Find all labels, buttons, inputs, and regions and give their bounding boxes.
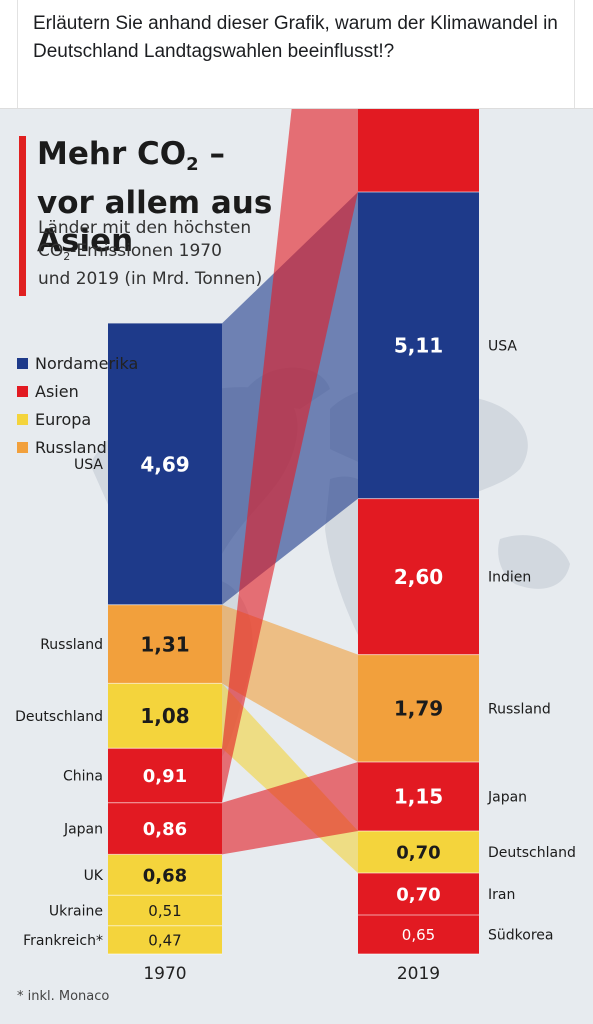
country-label: Ukraine xyxy=(49,904,103,920)
chart-title: Mehr CO2 – vor allem aus Asien xyxy=(37,136,273,259)
bar-segment xyxy=(358,762,479,831)
legend: Nordamerika Asien Europa Russland xyxy=(17,349,138,461)
flow-connectors xyxy=(222,109,358,873)
legend-item: Europa xyxy=(17,405,138,433)
chart-footnote: * inkl. Monaco xyxy=(17,989,110,1004)
legend-item: Nordamerika xyxy=(17,349,138,377)
year-label: 1970 xyxy=(143,964,186,984)
value-label: 1,15 xyxy=(394,785,443,809)
legend-swatch xyxy=(17,357,28,369)
value-label: 0,91 xyxy=(143,766,187,787)
year-label: 2019 xyxy=(397,964,440,984)
country-label: Deutschland xyxy=(488,845,576,861)
title-accent-bar xyxy=(19,136,26,296)
value-label: 0,65 xyxy=(402,926,435,944)
value-label: 0,47 xyxy=(148,931,181,949)
legend-label: Asien xyxy=(35,381,79,401)
post-header: Erläutern Sie anhand dieser Grafik, waru… xyxy=(0,0,593,109)
value-label: 2,60 xyxy=(394,565,443,589)
chart-subtitle: Länder mit den höchsten CO2-Emissionen 19… xyxy=(38,218,263,289)
bar-segment xyxy=(358,873,479,915)
value-label: 4,69 xyxy=(140,452,189,476)
country-label: Südkorea xyxy=(488,928,553,944)
legend-item: Asien xyxy=(17,377,138,405)
value-label: 0,51 xyxy=(148,902,181,920)
country-label: Iran xyxy=(488,887,515,903)
value-label: 0,70 xyxy=(396,884,440,905)
country-label: Russland xyxy=(40,637,103,653)
country-label: Frankreich* xyxy=(23,933,103,949)
flow-ribbon xyxy=(222,762,358,855)
bar-segment xyxy=(358,498,479,655)
legend-label: Russland xyxy=(35,437,107,457)
legend-swatch xyxy=(17,413,28,425)
country-label: Indien xyxy=(488,570,531,586)
value-label: 0,86 xyxy=(143,819,187,840)
bar-segment xyxy=(108,748,222,803)
bar-segment xyxy=(358,831,479,873)
country-label: Japan xyxy=(487,790,527,806)
value-label: 1,31 xyxy=(140,632,189,656)
bar-segment xyxy=(358,109,479,192)
legend-label: Europa xyxy=(35,409,92,429)
post-border-left xyxy=(17,0,18,108)
country-label: Deutschland xyxy=(15,709,103,725)
legend-item: Russland xyxy=(17,433,138,461)
country-label: Russland xyxy=(488,701,551,717)
value-label: 1,79 xyxy=(394,697,443,721)
value-label: 5,11 xyxy=(394,334,443,358)
bar-segment xyxy=(108,854,222,896)
legend-label: Nordamerika xyxy=(35,353,139,373)
country-label: UK xyxy=(84,868,104,884)
bar-segment xyxy=(108,323,222,605)
bar-labels: 0,47 Frankreich* 0,51 Ukraine 0,68 UK 0,86 Japa… xyxy=(15,334,576,985)
value-label: 0,68 xyxy=(143,865,187,886)
value-label: 0,70 xyxy=(396,842,440,863)
bar-segment xyxy=(358,192,479,499)
bar-segment xyxy=(108,802,222,855)
country-label: China xyxy=(63,769,103,785)
post-border-right xyxy=(574,0,575,108)
bar-segment xyxy=(358,915,479,954)
bar-segment xyxy=(108,604,222,684)
bar-segment xyxy=(108,895,222,926)
value-label: 1,08 xyxy=(140,704,189,728)
post-text[interactable]: Erläutern Sie anhand dieser Grafik, waru… xyxy=(33,13,558,62)
chart-image[interactable]: 0,47 Frankreich* 0,51 Ukraine 0,68 UK 0,86 Japa… xyxy=(0,109,593,1024)
bar-segment xyxy=(358,654,479,762)
bar-segment xyxy=(108,683,222,749)
flow-ribbon xyxy=(222,109,358,803)
country-label: USA xyxy=(74,457,103,473)
country-label: USA xyxy=(488,338,517,354)
stacked-bars xyxy=(108,109,479,955)
legend-swatch xyxy=(17,385,28,397)
chart-svg: 0,47 Frankreich* 0,51 Ukraine 0,68 UK 0,86 Japa… xyxy=(15,109,576,985)
country-label: Japan xyxy=(63,822,103,838)
legend-swatch xyxy=(17,441,28,453)
bar-segment xyxy=(108,925,222,954)
